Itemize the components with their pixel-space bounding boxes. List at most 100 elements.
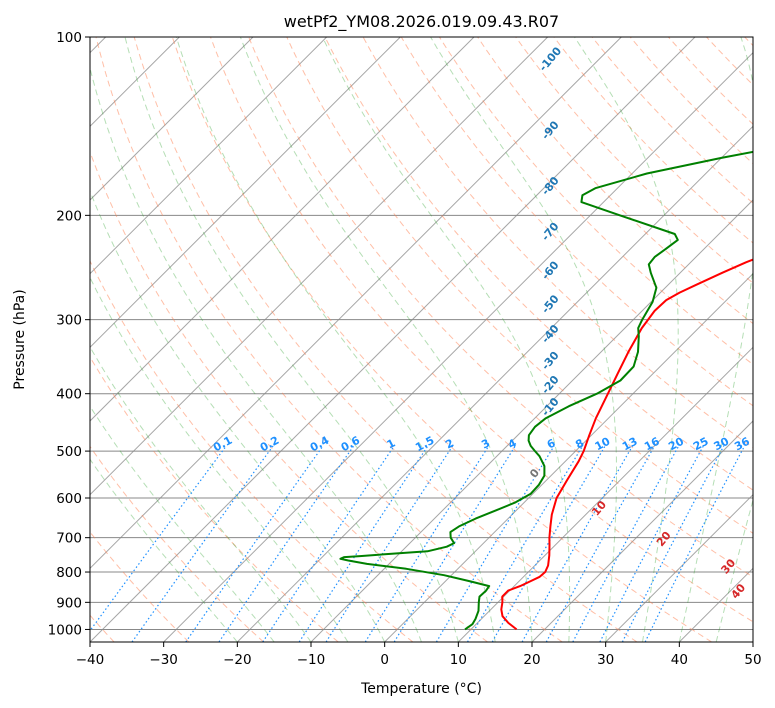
- dry-adiabat-label: -40: [539, 322, 562, 346]
- y-tick-label: 600: [56, 491, 82, 507]
- isotherm-line: [90, 37, 254, 201]
- y-tick-label: 1000: [48, 622, 82, 638]
- mixing-ratio-line: [599, 445, 704, 642]
- moist-adiabat-label: 40: [728, 581, 748, 601]
- dry-adiabat-line: [515, 37, 753, 284]
- y-axis: 1000 900 800 700 600 500 400 300 200 100: [48, 30, 90, 638]
- chart-title: wetPf2_YM08.2026.019.09.43.R07: [284, 12, 559, 32]
- dry-adiabat-label: -80: [539, 174, 562, 198]
- moist-adiabat-line: [239, 37, 533, 642]
- isotherm-line: [90, 37, 696, 642]
- dry-adiabat-label: -100: [537, 44, 565, 74]
- sounding-series: [339, 150, 753, 631]
- y-tick-label: 300: [56, 313, 82, 329]
- mixing-ratio-label: 25: [691, 435, 711, 454]
- moist-adiabat-line: [715, 498, 753, 642]
- dry-adiabat-line: [744, 37, 753, 47]
- dry-adiabat-label: -90: [539, 118, 562, 142]
- x-tick-label: −40: [76, 652, 105, 668]
- mixing-ratio-line: [298, 445, 429, 642]
- moist-adiabat-line: [90, 276, 349, 642]
- isotherm-line: [678, 567, 753, 642]
- x-axis: −40 −30 −20 −10 0 10 20 30 40 50: [76, 642, 762, 668]
- moist-adiabat-line: [124, 37, 459, 642]
- y-tick-label: 700: [56, 531, 82, 547]
- plot-frame: [89, 36, 754, 643]
- y-tick-label: 800: [56, 565, 82, 581]
- dry-adiabat-line: [248, 37, 753, 578]
- isotherm-line: [90, 37, 401, 349]
- dry-adiabat-line: [668, 37, 753, 125]
- moist-adiabat-line: [90, 405, 275, 642]
- mixing-ratio-line: [621, 445, 725, 642]
- x-tick-label: 50: [744, 652, 761, 668]
- mixing-ratio-label: 36: [732, 435, 752, 454]
- moist-adiabat-line: [90, 65, 422, 642]
- mixing-ratio-line: [218, 445, 355, 642]
- mixing-ratio-line: [131, 445, 274, 642]
- x-tick-label: 10: [450, 652, 467, 668]
- y-tick-label: 200: [56, 208, 82, 224]
- mixing-ratio-label: 13: [620, 435, 640, 454]
- moist-adiabat-line: [322, 37, 571, 642]
- isotherm-line: [236, 125, 753, 642]
- mixing-ratio-label: 4: [506, 436, 519, 451]
- dry-adiabat-line: [286, 37, 753, 534]
- mixing-ratio-line: [545, 445, 656, 642]
- moist-adiabat-line: [430, 37, 617, 642]
- dry-adiabat-label: -30: [539, 349, 562, 373]
- dry-adiabat-line: [90, 259, 414, 642]
- x-tick-label: 30: [597, 652, 614, 668]
- moist-adiabat-label: 0: [527, 466, 542, 480]
- moist-adiabat-line: [90, 458, 238, 642]
- mixing-ratio-line: [325, 445, 454, 642]
- moist-adiabat-label: 30: [719, 556, 739, 576]
- y-tick-label: 500: [56, 444, 82, 460]
- dry-adiabat-line: [90, 531, 190, 642]
- mixing-ratio-label: 10: [593, 434, 613, 453]
- dry-adiabat-line: [90, 445, 264, 642]
- mixing-ratio-line: [90, 445, 227, 632]
- y-tick-label: 400: [56, 387, 82, 403]
- x-tick-label: 20: [523, 652, 540, 668]
- isotherm-line: [457, 346, 753, 642]
- moist-adiabat-line: [90, 189, 386, 642]
- mixing-ratio-line: [521, 445, 634, 642]
- isotherm-line: [90, 37, 622, 570]
- dry-adiabat-line: [90, 356, 339, 642]
- dry-adiabat-line: [210, 37, 753, 623]
- mixing-ratio-label: 20: [666, 434, 686, 453]
- dry-adiabat-line: [171, 37, 712, 642]
- mixing-ratio-line: [435, 445, 555, 642]
- dry-adiabat-line: [553, 37, 753, 244]
- isotherm-line: [605, 493, 753, 642]
- mixing-ratio-line: [364, 445, 490, 642]
- mixing-ratio-line: [262, 445, 395, 642]
- y-tick-label: 100: [56, 30, 82, 46]
- dry-adiabat-label: -60: [539, 258, 562, 282]
- x-tick-label: −30: [149, 652, 178, 668]
- mixing-ratio-line: [185, 445, 324, 642]
- isotherm-line: [752, 641, 753, 642]
- dry-adiabat-line: [591, 37, 753, 204]
- dry-adiabat-line: [706, 37, 753, 86]
- mixing-ratio-label: 1: [385, 436, 398, 451]
- dry-adiabat-line: [324, 37, 753, 491]
- y-axis-label: Pressure (hPa): [12, 289, 28, 389]
- isotherm-line: [384, 272, 753, 642]
- isotherm-line: [531, 420, 753, 642]
- line-labels: 0.1 0.2 0.4 0.6 1 1.5 2 3 4 6 8 10 13 16 20 25 30 36-100-…: [211, 44, 752, 601]
- y-tick-label: 900: [56, 595, 82, 611]
- isotherm-line: [90, 37, 328, 275]
- mixing-ratio-label: 3: [479, 436, 492, 451]
- x-tick-label: 0: [380, 652, 389, 668]
- x-axis-label: Temperature (°C): [360, 681, 482, 697]
- moist-adiabat-line: [574, 37, 679, 642]
- isotherm-line: [163, 51, 753, 642]
- background-lines: [90, 37, 753, 642]
- moist-adiabat-line: [90, 345, 312, 642]
- isotherm-line: [90, 37, 549, 496]
- x-tick-label: 40: [671, 652, 688, 668]
- mixing-ratio-label: 30: [712, 435, 732, 454]
